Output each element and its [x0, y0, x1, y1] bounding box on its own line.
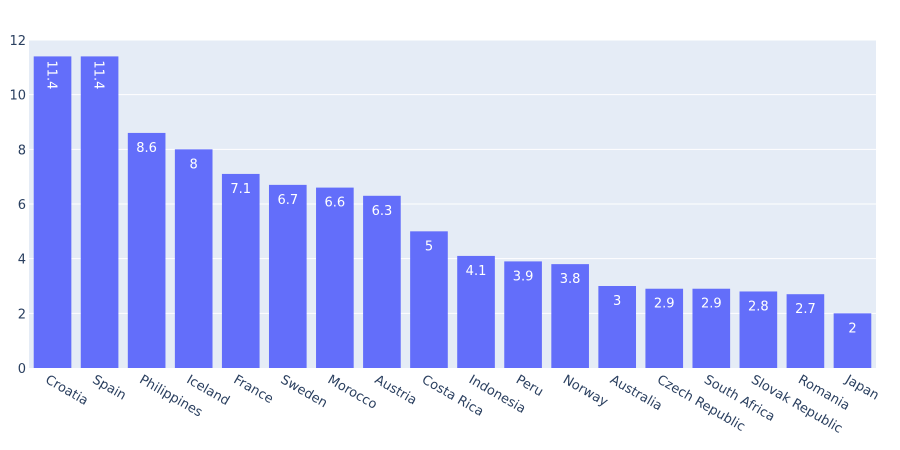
bar-value-label: 8: [190, 157, 198, 172]
bar[interactable]: [174, 149, 213, 368]
bar-value-label: 11.4: [91, 60, 106, 89]
bar-value-label: 11.4: [44, 60, 59, 89]
bar[interactable]: [33, 56, 72, 369]
bar-value-label: 2: [848, 321, 856, 336]
y-tick-label: 4: [18, 253, 26, 268]
bar[interactable]: [316, 187, 354, 368]
bar-value-label: 2.8: [748, 299, 769, 314]
bar[interactable]: [551, 264, 589, 368]
bar[interactable]: [786, 294, 825, 368]
bar-value-label: 3: [613, 294, 621, 309]
bar[interactable]: [504, 261, 542, 368]
bar-value-label: 3.9: [513, 269, 534, 284]
bar-value-label: 4.1: [466, 264, 487, 279]
bar[interactable]: [645, 288, 684, 368]
bar[interactable]: [410, 231, 448, 368]
bar-value-label: 6.7: [277, 193, 298, 208]
bar[interactable]: [739, 291, 778, 368]
bar[interactable]: [363, 195, 401, 368]
bar-value-label: 2.9: [654, 297, 675, 312]
bar[interactable]: [692, 288, 731, 368]
bar[interactable]: [833, 313, 872, 368]
y-tick-label: 8: [18, 143, 26, 158]
gridlines: [29, 39, 876, 314]
x-tick-label: Austria: [372, 372, 419, 408]
x-tick-label: Peru: [513, 372, 546, 399]
bar[interactable]: [457, 255, 495, 368]
y-tick-label: 12: [9, 34, 26, 49]
x-tick-label: Australia: [607, 372, 664, 414]
x-tick-label: Morocco: [325, 372, 380, 412]
bar[interactable]: [268, 184, 307, 368]
x-tick-label: Sweden: [278, 372, 330, 411]
bar-value-label: 2.7: [795, 302, 816, 317]
y-tick-label: 10: [9, 89, 26, 104]
x-tick-label: Norway: [560, 372, 610, 410]
y-tick-label: 6: [18, 198, 26, 213]
y-tick-label: 0: [18, 362, 26, 377]
bar[interactable]: [80, 56, 119, 369]
bar[interactable]: [127, 132, 166, 368]
x-tick-label: Croatia: [43, 372, 91, 408]
x-tick-label: France: [231, 372, 276, 407]
y-tick-label: 2: [18, 307, 26, 322]
bars: [33, 56, 872, 369]
bar-value-label: 6.6: [325, 196, 346, 211]
bar-value-label: 2.9: [701, 297, 722, 312]
bar-value-label: 5: [425, 239, 433, 254]
bar-value-label: 7.1: [230, 182, 251, 197]
bar-value-label: 3.8: [560, 272, 581, 287]
bar[interactable]: [221, 173, 260, 368]
bar-labels: 11.4 11.4 8.6 8 7.1 6.7 6.6 6.3 5 4.1 3.9 3.8 3 2.9 2.…: [44, 60, 857, 336]
bar-value-label: 8.6: [136, 141, 157, 156]
bar-value-label: 6.3: [372, 204, 393, 219]
bar[interactable]: [598, 286, 637, 368]
x-tick-label: Spain: [90, 372, 129, 403]
y-axis: 0 2 4 6 8 10 12: [9, 34, 26, 377]
